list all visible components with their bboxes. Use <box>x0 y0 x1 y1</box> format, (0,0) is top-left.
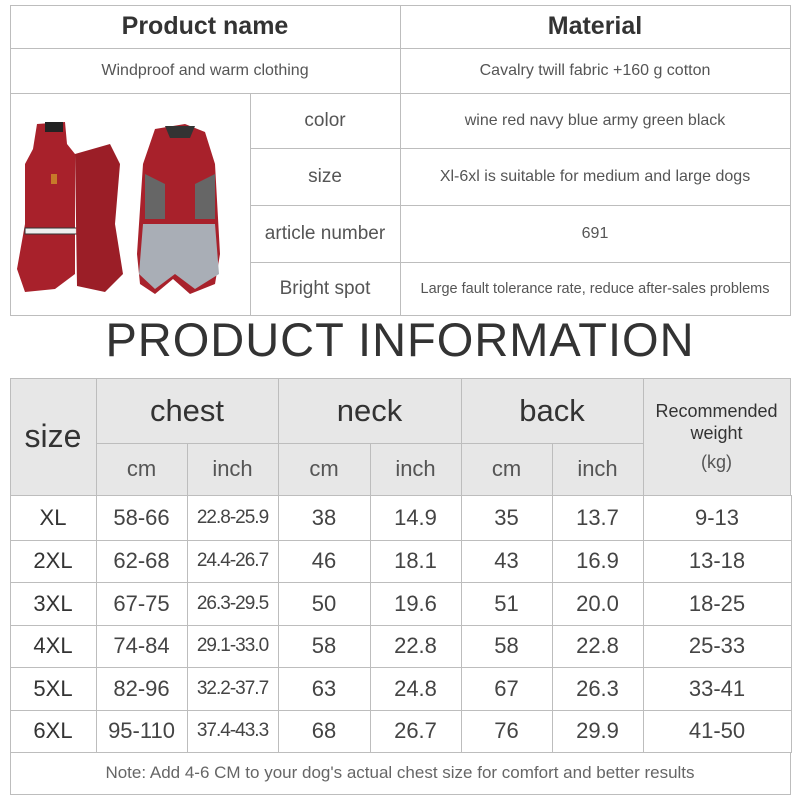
table-cell: 41-50 <box>642 709 792 753</box>
product-name-header: Product name <box>9 4 401 49</box>
size-cell: 3XL <box>9 581 97 626</box>
table-cell: 76 <box>460 709 553 753</box>
table-cell: 33-41 <box>642 666 792 711</box>
table-cell: 51 <box>460 581 553 626</box>
table-cell: 67 <box>460 666 553 711</box>
table-cell: 74-84 <box>95 624 188 668</box>
color-value: wine red navy blue army green black <box>399 92 791 149</box>
product-image <box>9 92 251 316</box>
cm-unit-header: cm <box>460 442 553 496</box>
table-cell: 22.8-25.9 <box>186 494 279 541</box>
table-cell: 26.7 <box>369 709 462 753</box>
table-cell: 13-18 <box>642 539 792 583</box>
inch-unit-header: inch <box>369 442 462 496</box>
table-cell: 9-13 <box>642 494 792 541</box>
page-title: PRODUCT INFORMATION <box>105 313 695 366</box>
size-cell: XL <box>9 494 97 541</box>
back-header: back <box>460 377 644 444</box>
weight-label: Recommended weight <box>655 401 778 443</box>
table-cell: 25-33 <box>642 624 792 668</box>
bright-spot-value: Large fault tolerance rate, reduce after… <box>399 261 791 316</box>
inch-unit-header: inch <box>186 442 279 496</box>
table-cell: 95-110 <box>95 709 188 753</box>
table-cell: 82-96 <box>95 666 188 711</box>
size-cell: 5XL <box>9 666 97 711</box>
inch-unit-header: inch <box>551 442 644 496</box>
table-cell: 29.1-33.0 <box>186 624 279 668</box>
table-cell: 37.4-43.3 <box>186 709 279 753</box>
article-number-value: 691 <box>399 204 791 263</box>
cm-unit-header: cm <box>95 442 188 496</box>
table-cell: 18.1 <box>369 539 462 583</box>
table-cell: 14.9 <box>369 494 462 541</box>
table-cell: 67-75 <box>95 581 188 626</box>
table-cell: 20.0 <box>551 581 644 626</box>
bright-spot-label: Bright spot <box>249 261 401 316</box>
color-label: color <box>249 92 401 149</box>
size-header: size <box>9 377 97 496</box>
table-cell: 50 <box>277 581 371 626</box>
table-cell: 43 <box>460 539 553 583</box>
article-number-label: article number <box>249 204 401 263</box>
table-cell: 58 <box>277 624 371 668</box>
table-cell: 13.7 <box>551 494 644 541</box>
weight-unit: (kg) <box>701 452 732 472</box>
table-cell: 26.3-29.5 <box>186 581 279 626</box>
table-cell: 38 <box>277 494 371 541</box>
product-name-value: Windproof and warm clothing <box>9 47 401 94</box>
table-cell: 46 <box>277 539 371 583</box>
cm-unit-header: cm <box>277 442 371 496</box>
table-cell: 16.9 <box>551 539 644 583</box>
table-cell: 22.8 <box>551 624 644 668</box>
table-cell: 58-66 <box>95 494 188 541</box>
table-cell: 58 <box>460 624 553 668</box>
size-cell: 2XL <box>9 539 97 583</box>
size-cell: 4XL <box>9 624 97 668</box>
table-cell: 32.2-37.7 <box>186 666 279 711</box>
table-cell: 26.3 <box>551 666 644 711</box>
size-cell: 6XL <box>9 709 97 753</box>
table-cell: 24.8 <box>369 666 462 711</box>
table-cell: 24.4-26.7 <box>186 539 279 583</box>
table-cell: 63 <box>277 666 371 711</box>
material-header: Material <box>399 4 791 49</box>
size-label: size <box>249 147 401 206</box>
table-cell: 29.9 <box>551 709 644 753</box>
table-cell: 68 <box>277 709 371 753</box>
size-value: Xl-6xl is suitable for medium and large … <box>399 147 791 206</box>
table-cell: 62-68 <box>95 539 188 583</box>
weight-header: Recommended weight (kg) <box>642 377 791 496</box>
table-cell: 35 <box>460 494 553 541</box>
neck-header: neck <box>277 377 462 444</box>
table-cell: 22.8 <box>369 624 462 668</box>
chest-header: chest <box>95 377 279 444</box>
table-cell: 19.6 <box>369 581 462 626</box>
note: Note: Add 4-6 CM to your dog's actual ch… <box>9 751 791 795</box>
table-cell: 18-25 <box>642 581 792 626</box>
dog-coat-image <box>17 122 220 294</box>
material-value: Cavalry twill fabric +160 g cotton <box>399 47 791 94</box>
